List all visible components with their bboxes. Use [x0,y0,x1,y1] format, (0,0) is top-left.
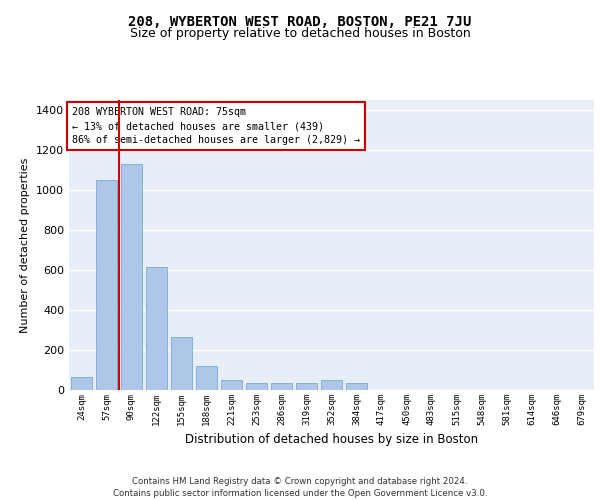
Bar [296,383,317,390]
Text: 208, WYBERTON WEST ROAD, BOSTON, PE21 7JU: 208, WYBERTON WEST ROAD, BOSTON, PE21 7J… [128,15,472,29]
Bar [171,337,192,390]
Bar [71,377,92,390]
Bar [196,366,217,390]
X-axis label: Distribution of detached houses by size in Boston: Distribution of detached houses by size … [185,434,478,446]
Bar [146,267,167,390]
Text: Contains HM Land Registry data © Crown copyright and database right 2024.
Contai: Contains HM Land Registry data © Crown c… [113,476,487,498]
Y-axis label: Number of detached properties: Number of detached properties [20,158,31,332]
Bar [96,180,117,390]
Bar [321,380,342,390]
Bar [121,164,142,390]
Text: 208 WYBERTON WEST ROAD: 75sqm
← 13% of detached houses are smaller (439)
86% of : 208 WYBERTON WEST ROAD: 75sqm ← 13% of d… [71,108,359,146]
Bar [271,383,292,390]
Text: Size of property relative to detached houses in Boston: Size of property relative to detached ho… [130,28,470,40]
Bar [246,383,267,390]
Bar [346,383,367,390]
Bar [221,380,242,390]
